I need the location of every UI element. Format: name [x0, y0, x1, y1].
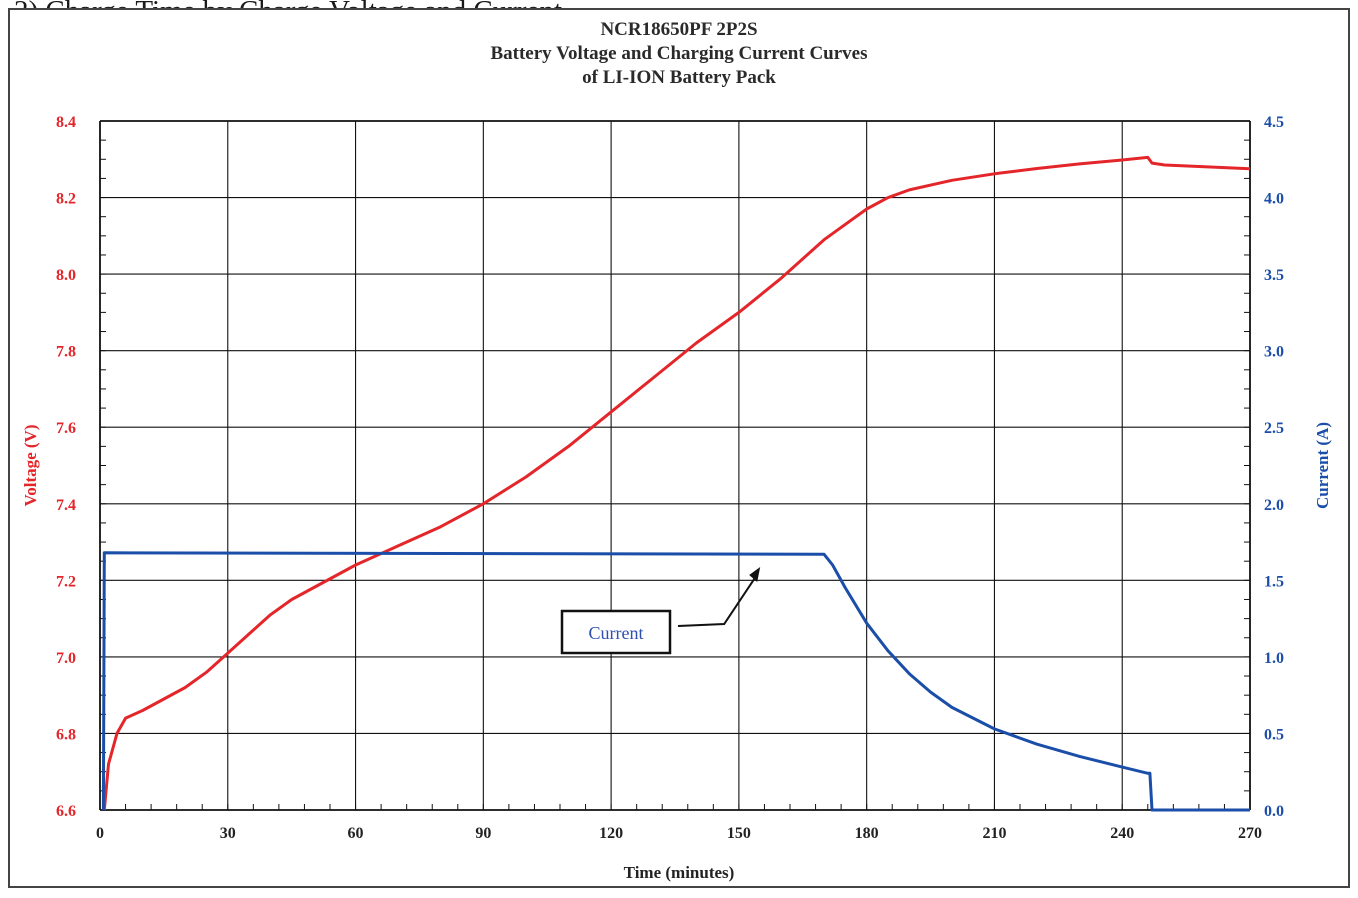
- current-annotation: Current: [560, 567, 761, 655]
- y-right-tick-label: 0.0: [1264, 803, 1284, 820]
- y-left-tick-label: 6.8: [56, 726, 76, 743]
- y-right-tick-label: 3.5: [1264, 267, 1284, 284]
- series: [101, 155, 1251, 812]
- chart-frame: NCR18650PF 2P2S Battery Voltage and Charg…: [8, 8, 1350, 888]
- y-left-tick-label: 7.8: [56, 344, 76, 361]
- annotation-arrow-head: [749, 567, 761, 583]
- chart-title-line-2: Battery Voltage and Charging Current Cur…: [490, 43, 867, 64]
- x-tick-label: 150: [727, 825, 751, 842]
- minor-ticks: [99, 139, 1250, 811]
- x-tick-label: 180: [855, 825, 879, 842]
- x-tick-label: 30: [220, 825, 236, 842]
- x-tick-label: 210: [982, 825, 1006, 842]
- y-right-tick-label: 1.5: [1264, 573, 1284, 590]
- x-tick-label: 240: [1110, 825, 1134, 842]
- axis-titles: Time (minutes) Voltage (V) Current (A): [21, 422, 1332, 882]
- y-right-tick-label: 3.0: [1264, 344, 1284, 361]
- x-axis-title: Time (minutes): [624, 863, 735, 882]
- x-tick-label: 120: [599, 825, 623, 842]
- y-left-tick-label: 7.2: [56, 573, 76, 590]
- annotation-label: Current: [589, 623, 644, 643]
- annotation-arrow-line: [677, 578, 756, 627]
- y-left-tick-label: 8.2: [56, 191, 76, 208]
- y-left-tick-label: 7.6: [56, 420, 76, 437]
- y-left-ticks: 6.6 6.8 7.0 7.2 7.4 7.6 7.8 8.0 8.2 8.4: [56, 114, 76, 820]
- chart-title-line-3: of LI-ION Battery Pack: [582, 67, 776, 88]
- annotation-box: [560, 609, 672, 655]
- chart-title-line-1: NCR18650PF 2P2S: [600, 19, 757, 40]
- x-tick-label: 60: [348, 825, 364, 842]
- x-tick-label: 90: [475, 825, 491, 842]
- y-left-tick-label: 6.6: [56, 803, 76, 820]
- y-right-tick-label: 2.5: [1264, 420, 1284, 437]
- y-right-ticks: 0.0 0.5 1.0 1.5 2.0 2.5 3.0 3.5 4.0 4.5: [1264, 114, 1284, 820]
- y-right-tick-label: 0.5: [1264, 726, 1284, 743]
- y-right-axis-title: Current (A): [1313, 422, 1332, 509]
- y-right-tick-label: 2.0: [1264, 497, 1284, 514]
- y-right-tick-label: 1.0: [1264, 650, 1284, 667]
- x-ticks: 0 30 60 90 120 150 180 210 240 270: [96, 825, 1262, 842]
- x-tick-label: 0: [96, 825, 104, 842]
- y-left-tick-label: 8.0: [56, 267, 76, 284]
- x-tick-label: 270: [1238, 825, 1262, 842]
- y-right-tick-label: 4.0: [1264, 191, 1284, 208]
- chart-title: NCR18650PF 2P2S Battery Voltage and Charg…: [490, 19, 867, 88]
- chart-svg: NCR18650PF 2P2S Battery Voltage and Charg…: [21, 19, 1332, 882]
- y-left-tick-label: 7.4: [56, 497, 76, 514]
- y-left-tick-label: 8.4: [56, 114, 76, 131]
- y-right-tick-label: 4.5: [1264, 114, 1284, 131]
- current-series-line: [101, 551, 1250, 812]
- y-left-tick-label: 7.0: [56, 650, 76, 667]
- voltage-series-line: [102, 155, 1251, 811]
- grid: [99, 120, 1251, 811]
- y-left-axis-title: Voltage (V): [21, 425, 40, 507]
